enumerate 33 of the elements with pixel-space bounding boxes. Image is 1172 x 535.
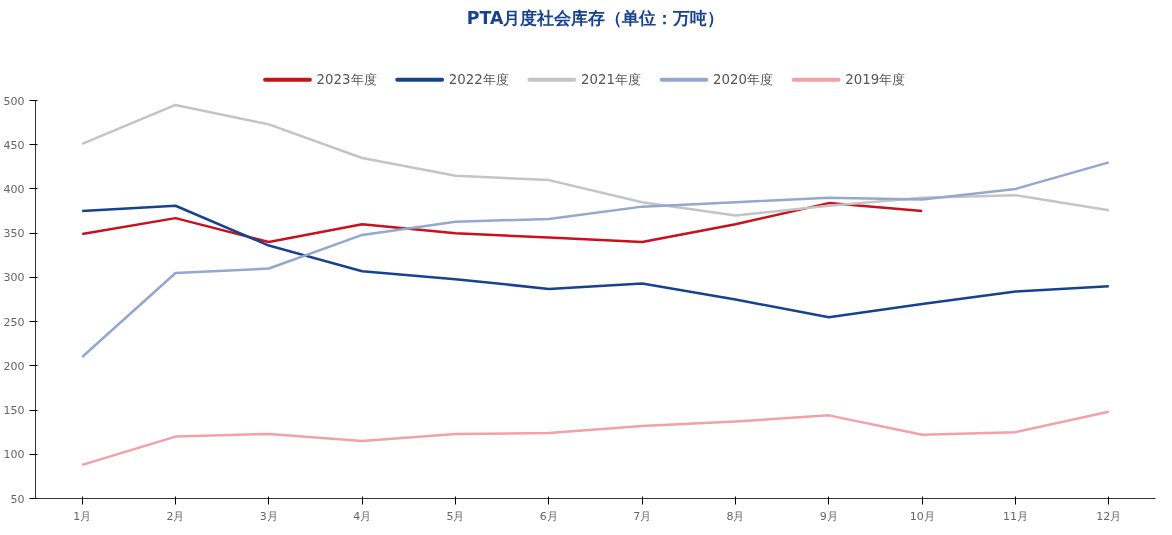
line-series — [80, 204, 1111, 319]
legend-label: 2022年度 — [448, 72, 509, 88]
y-tick-label: 200 — [3, 359, 25, 373]
legend-label: 2021年度 — [580, 72, 641, 88]
x-tick-label: 1月 — [73, 509, 92, 523]
x-tick-label: 11月 — [1003, 509, 1028, 523]
y-tick-label: 100 — [3, 448, 25, 462]
line-series — [80, 410, 1111, 467]
y-tick-label: 400 — [3, 182, 25, 196]
y-tick-label: 50 — [10, 492, 25, 506]
x-tick-label: 12月 — [1096, 509, 1122, 523]
x-tick-label: 4月 — [353, 509, 372, 523]
x-tick-label: 7月 — [633, 509, 652, 523]
line-series — [80, 103, 1111, 217]
y-tick-label: 500 — [3, 94, 25, 108]
x-tick-label: 2月 — [166, 509, 185, 523]
legend-label: 2020年度 — [713, 72, 774, 88]
y-tick-label: 300 — [3, 271, 25, 285]
x-tick-label: 5月 — [446, 509, 465, 523]
line-series — [80, 161, 1111, 359]
legend-label: 2019年度 — [845, 72, 906, 88]
y-tick-label: 450 — [3, 138, 25, 152]
line-series — [80, 201, 924, 244]
chart-title: PTA月度社会库存（单位：万吨） — [466, 7, 725, 28]
x-tick-label: 9月 — [819, 509, 838, 523]
y-tick-label: 250 — [3, 315, 25, 329]
x-tick-label: 8月 — [726, 509, 745, 523]
y-tick-label: 350 — [3, 227, 25, 241]
y-tick-label: 150 — [3, 404, 25, 418]
x-tick-label: 3月 — [259, 509, 278, 523]
x-tick-label: 10月 — [909, 509, 935, 523]
legend-label: 2023年度 — [316, 72, 377, 88]
x-tick-label: 6月 — [539, 509, 558, 523]
